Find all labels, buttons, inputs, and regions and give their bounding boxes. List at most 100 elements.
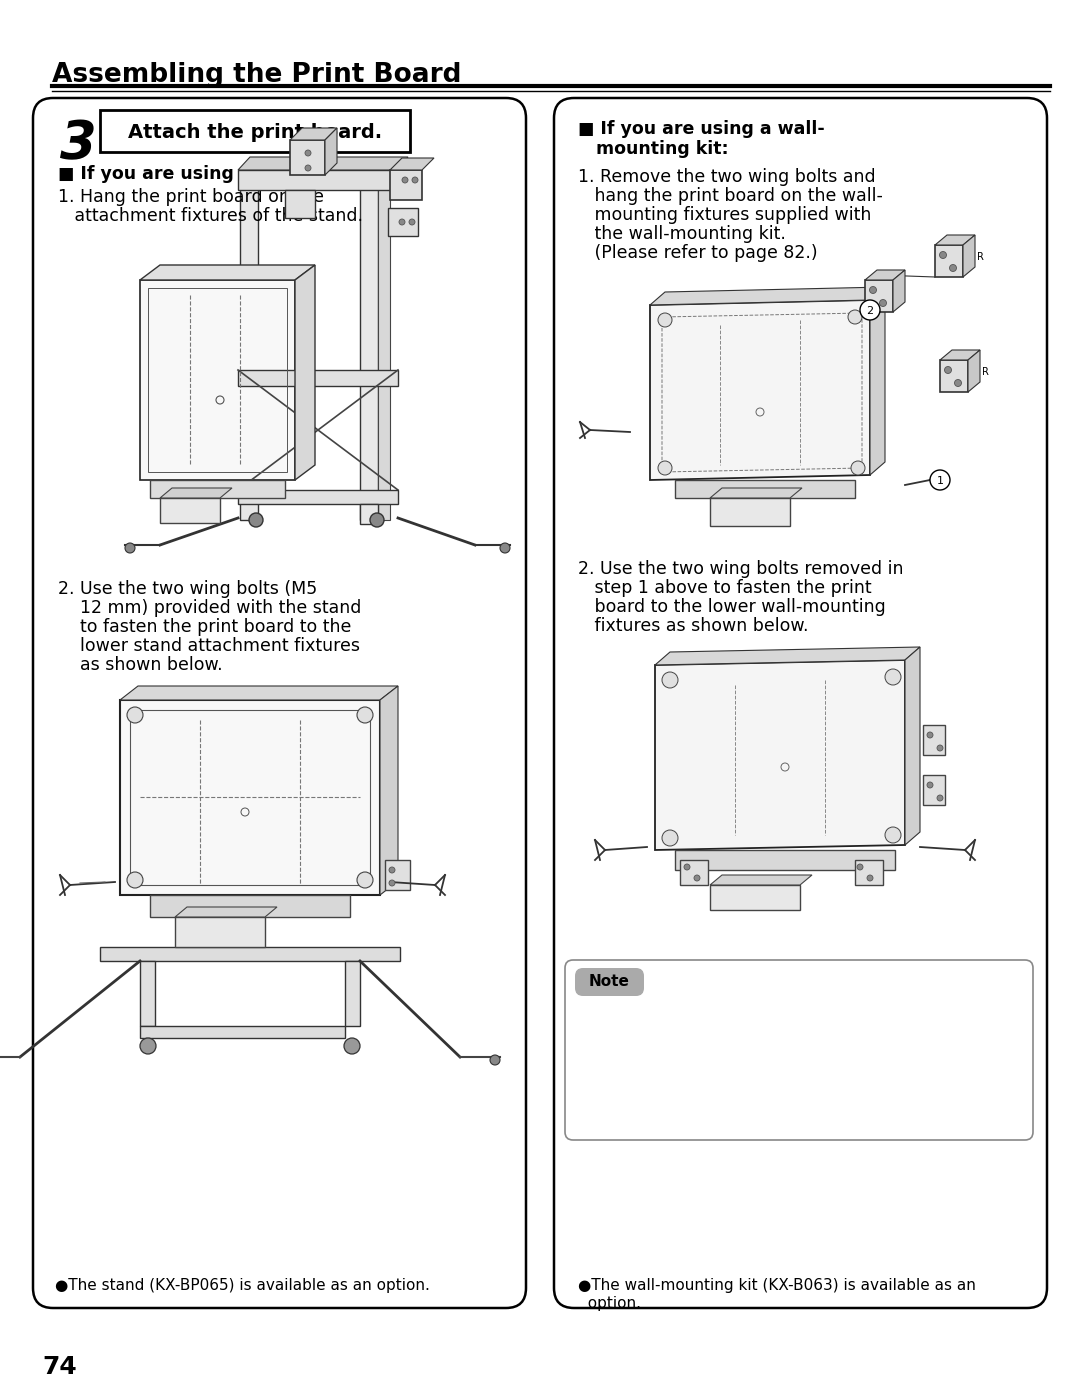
Text: ■ If you are using a wall-: ■ If you are using a wall- xyxy=(578,120,825,138)
Circle shape xyxy=(125,543,135,553)
Circle shape xyxy=(879,299,887,306)
Text: mounting fixtures supplied with: mounting fixtures supplied with xyxy=(578,205,872,224)
Text: 2. Use the two wing bolts (M5: 2. Use the two wing bolts (M5 xyxy=(58,580,318,598)
Polygon shape xyxy=(654,647,920,665)
Circle shape xyxy=(409,219,415,225)
Polygon shape xyxy=(654,659,905,849)
Polygon shape xyxy=(160,488,232,497)
Bar xyxy=(865,279,893,312)
Text: Assembling the Print Board: Assembling the Print Board xyxy=(52,61,461,88)
Bar xyxy=(238,170,399,190)
Bar xyxy=(940,360,968,393)
Text: ●The stand (KX-BP065) is available as an option.: ●The stand (KX-BP065) is available as an… xyxy=(55,1278,430,1294)
Polygon shape xyxy=(390,158,434,170)
Text: 2. Use the two wing bolts removed in: 2. Use the two wing bolts removed in xyxy=(578,560,904,578)
Bar xyxy=(130,710,370,886)
Polygon shape xyxy=(120,686,399,700)
Polygon shape xyxy=(710,488,802,497)
Bar xyxy=(710,497,789,527)
Circle shape xyxy=(694,875,700,882)
Circle shape xyxy=(662,830,678,847)
Circle shape xyxy=(848,310,862,324)
Circle shape xyxy=(885,669,901,685)
Circle shape xyxy=(490,1055,500,1065)
Circle shape xyxy=(945,366,951,373)
Text: Such impact may break the internal fluorescent: Such impact may break the internal fluor… xyxy=(577,1023,936,1037)
Circle shape xyxy=(927,782,933,788)
Bar xyxy=(160,497,220,522)
Circle shape xyxy=(851,461,865,475)
Bar xyxy=(345,961,360,1025)
Bar xyxy=(675,849,895,870)
Circle shape xyxy=(658,313,672,327)
Text: 12 mm) provided with the stand: 12 mm) provided with the stand xyxy=(58,599,362,617)
Bar xyxy=(285,190,315,218)
Text: lower stand attachment fixtures: lower stand attachment fixtures xyxy=(58,637,360,655)
Bar xyxy=(390,170,422,200)
Bar xyxy=(680,861,708,886)
Polygon shape xyxy=(905,647,920,845)
Polygon shape xyxy=(325,129,337,175)
Circle shape xyxy=(399,219,405,225)
Bar xyxy=(150,481,285,497)
FancyBboxPatch shape xyxy=(33,98,526,1308)
Text: ●When mounting the print board, avoid banging it.: ●When mounting the print board, avoid ba… xyxy=(577,1004,955,1018)
Circle shape xyxy=(658,461,672,475)
Circle shape xyxy=(860,300,880,320)
Polygon shape xyxy=(710,875,812,886)
Polygon shape xyxy=(291,129,337,140)
Circle shape xyxy=(867,875,873,882)
FancyBboxPatch shape xyxy=(554,98,1047,1308)
Polygon shape xyxy=(968,351,980,393)
Text: 74: 74 xyxy=(42,1355,77,1379)
Circle shape xyxy=(869,286,877,293)
Bar xyxy=(140,1025,345,1038)
Bar xyxy=(238,370,399,386)
Text: option.: option. xyxy=(578,1296,642,1310)
Circle shape xyxy=(389,880,395,886)
Text: Attach the print board.: Attach the print board. xyxy=(127,123,382,141)
Polygon shape xyxy=(935,235,975,244)
Circle shape xyxy=(305,149,311,156)
Polygon shape xyxy=(380,686,399,895)
Bar xyxy=(923,775,945,805)
Polygon shape xyxy=(175,907,276,916)
Circle shape xyxy=(937,745,943,752)
Text: R: R xyxy=(982,367,989,377)
Bar xyxy=(360,504,378,524)
Text: (Please refer to page 82.): (Please refer to page 82.) xyxy=(578,244,818,263)
Circle shape xyxy=(389,868,395,873)
Circle shape xyxy=(249,513,264,527)
Circle shape xyxy=(127,707,143,724)
Bar xyxy=(384,861,410,890)
Polygon shape xyxy=(650,286,885,305)
Bar xyxy=(360,170,378,520)
Bar xyxy=(140,279,295,481)
Text: as shown below.: as shown below. xyxy=(58,657,222,673)
Polygon shape xyxy=(295,265,315,481)
Polygon shape xyxy=(140,265,315,279)
Bar xyxy=(100,110,410,152)
Polygon shape xyxy=(893,270,905,312)
Text: board to the lower wall-mounting: board to the lower wall-mounting xyxy=(578,598,886,616)
Polygon shape xyxy=(650,300,870,481)
Text: to fasten the print board to the: to fasten the print board to the xyxy=(58,617,351,636)
Circle shape xyxy=(949,264,957,271)
Circle shape xyxy=(885,827,901,842)
Text: 1: 1 xyxy=(936,476,944,486)
Text: the wall-mounting kit.: the wall-mounting kit. xyxy=(578,225,786,243)
Circle shape xyxy=(927,732,933,738)
Text: 3: 3 xyxy=(60,117,97,170)
Text: light or cause other damage.: light or cause other damage. xyxy=(577,1039,799,1055)
Bar xyxy=(175,916,265,947)
Bar xyxy=(675,481,855,497)
Text: step 1 above to fasten the print: step 1 above to fasten the print xyxy=(578,578,872,597)
Polygon shape xyxy=(870,286,885,475)
Bar xyxy=(710,886,800,909)
Bar xyxy=(240,170,258,520)
Circle shape xyxy=(858,863,863,870)
Circle shape xyxy=(955,380,961,387)
Text: hang the print board on the wall-: hang the print board on the wall- xyxy=(578,187,882,205)
Text: 1. Remove the two wing bolts and: 1. Remove the two wing bolts and xyxy=(578,168,876,186)
Bar xyxy=(923,725,945,754)
